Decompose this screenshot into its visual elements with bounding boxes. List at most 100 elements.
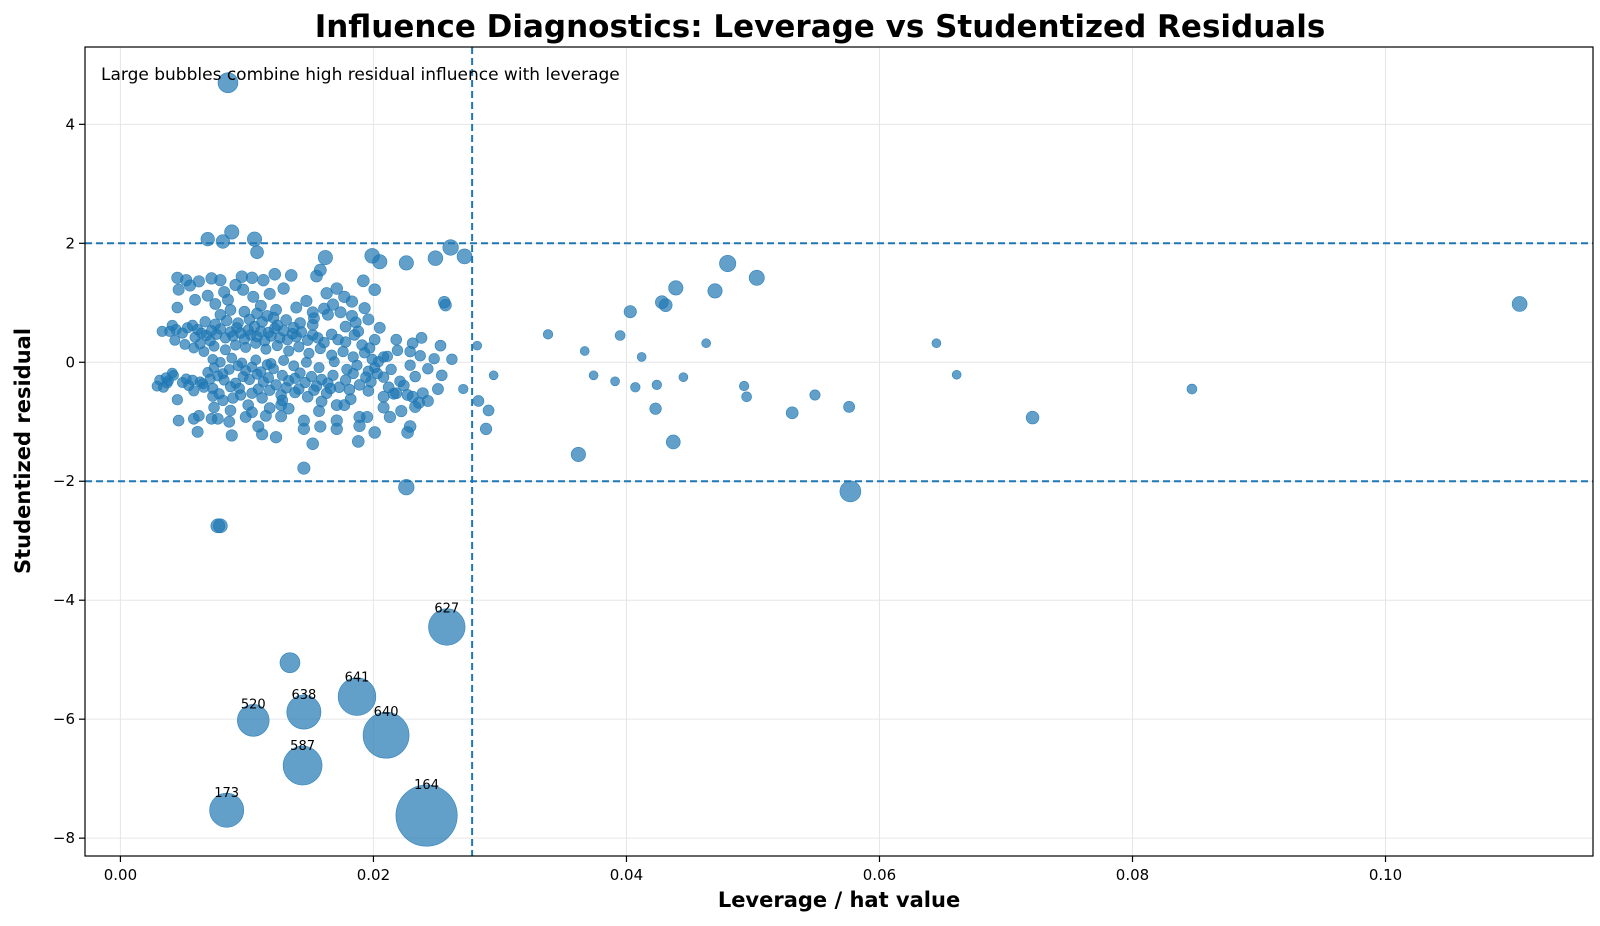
data-point — [209, 318, 221, 330]
data-point — [404, 345, 416, 358]
data-point — [204, 335, 216, 347]
data-point — [172, 414, 185, 427]
data-point — [339, 320, 352, 333]
data-point — [314, 420, 327, 433]
grid-lines — [85, 47, 1593, 856]
plot-frame — [84, 46, 1594, 857]
data-point — [401, 426, 414, 439]
data-point — [246, 406, 258, 419]
data-point — [390, 333, 402, 346]
y-tick-label: 0 — [65, 353, 75, 371]
data-point — [233, 382, 245, 394]
data-point — [169, 334, 181, 346]
influential-point — [428, 608, 466, 646]
data-point — [271, 340, 283, 352]
influential-point — [282, 745, 323, 786]
data-bubbles — [151, 72, 1528, 847]
data-point — [458, 383, 469, 395]
data-point — [358, 302, 371, 315]
y-tick-label: −8 — [53, 829, 75, 847]
data-point — [488, 370, 499, 381]
data-point — [446, 353, 458, 365]
data-point — [542, 329, 554, 340]
data-point — [207, 390, 219, 402]
data-point — [280, 314, 292, 326]
data-point — [719, 255, 737, 273]
data-point — [1186, 383, 1198, 395]
data-point — [951, 369, 962, 380]
influential-point — [209, 792, 245, 828]
data-point — [365, 376, 377, 388]
data-point — [250, 245, 264, 260]
data-point — [377, 390, 390, 403]
data-point — [290, 301, 303, 314]
influential-point-label: 640 — [374, 705, 399, 720]
data-point — [678, 372, 689, 382]
data-point — [270, 304, 282, 316]
data-point — [279, 652, 301, 673]
data-point — [434, 339, 447, 352]
data-point — [283, 345, 295, 357]
data-point — [409, 370, 421, 383]
data-point — [324, 382, 337, 395]
data-point — [748, 269, 765, 286]
data-point — [232, 317, 244, 329]
influential-point — [337, 677, 377, 716]
data-point — [224, 224, 240, 240]
data-point — [364, 248, 380, 264]
data-point — [209, 298, 222, 310]
data-point — [614, 330, 626, 341]
data-point — [372, 356, 385, 368]
data-point — [371, 367, 383, 380]
data-point — [843, 400, 856, 413]
data-point — [224, 304, 237, 316]
data-point — [359, 347, 371, 359]
data-point — [265, 358, 277, 369]
data-point — [413, 396, 425, 409]
data-point — [665, 434, 681, 450]
chart-title: Influence Diagnostics: Leverage vs Stude… — [315, 9, 1326, 45]
data-point — [222, 293, 234, 306]
data-point — [201, 289, 214, 302]
data-point — [306, 306, 319, 319]
data-point — [362, 313, 375, 326]
data-point — [229, 278, 242, 292]
data-point — [351, 359, 363, 371]
data-point — [225, 429, 238, 442]
data-point — [284, 269, 298, 282]
x-tick-label: 0.08 — [1116, 866, 1149, 884]
data-point — [172, 283, 185, 296]
data-point — [707, 283, 723, 299]
data-point — [623, 305, 637, 319]
data-point — [353, 379, 366, 391]
data-point — [318, 302, 331, 315]
data-point — [224, 404, 237, 417]
data-point — [226, 352, 238, 364]
data-point — [282, 402, 295, 415]
data-point — [349, 316, 362, 329]
data-point — [212, 412, 224, 425]
data-point — [390, 387, 403, 400]
data-point — [395, 405, 408, 418]
data-point — [427, 250, 444, 266]
data-point — [250, 354, 262, 366]
data-point — [306, 319, 319, 331]
data-point — [334, 306, 347, 319]
y-tick-label: −6 — [53, 710, 75, 728]
data-point — [251, 307, 263, 320]
data-point — [215, 357, 226, 368]
data-point — [436, 369, 448, 382]
data-point — [269, 431, 283, 444]
data-point — [357, 274, 370, 288]
data-point — [579, 346, 590, 356]
data-point — [588, 370, 599, 381]
data-point — [240, 341, 252, 353]
data-point — [208, 401, 220, 414]
influential-point-label: 587 — [290, 739, 315, 754]
influential-point — [362, 711, 410, 759]
data-point — [164, 325, 176, 337]
data-point — [213, 518, 228, 534]
data-point — [839, 480, 862, 503]
data-point — [317, 250, 333, 266]
